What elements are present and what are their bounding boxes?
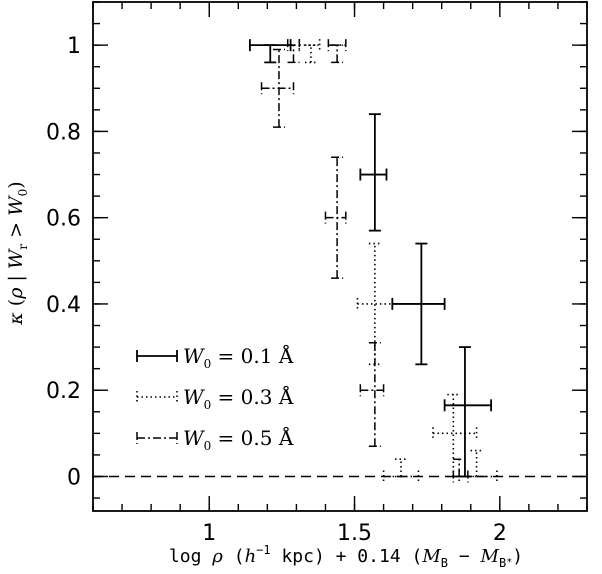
data-point [286, 39, 301, 64]
x-tick-label: 1 [202, 521, 216, 546]
y-tick-label: 0.8 [46, 120, 81, 145]
data-point [443, 346, 493, 478]
y-tick-label: 0.4 [46, 293, 81, 318]
x-tick-labels: 1 1.5 2 [202, 521, 507, 546]
data-point [324, 156, 347, 279]
series-solid [249, 39, 493, 478]
data-point [432, 393, 478, 478]
legend-label: W0 = 0.5 Å [183, 425, 294, 453]
data-point [452, 458, 469, 483]
data-point [260, 48, 295, 128]
legend-label: W0 = 0.1 Å [183, 343, 294, 371]
data-point [249, 39, 292, 64]
y-tick-labels: 0 0.2 0.4 0.6 0.8 1 [46, 34, 81, 490]
y-tick-label: 0 [67, 465, 81, 490]
data-point [359, 342, 385, 448]
legend-item: W0 = 0.5 Å [136, 425, 294, 453]
series-dotted [298, 39, 498, 483]
data-point [391, 242, 446, 366]
series-layer [249, 39, 498, 483]
plot-frame [92, 1, 588, 512]
data-point [327, 39, 347, 64]
legend-item: W0 = 0.3 Å [136, 384, 294, 412]
data-point [382, 458, 420, 483]
tick-layer [92, 1, 588, 511]
legend-item: W0 = 0.1 Å [136, 343, 294, 371]
x-tick-label: 2 [493, 521, 507, 546]
data-point [298, 39, 321, 64]
y-tick-label: 1 [67, 34, 81, 59]
y-axis-title: κ (ρ | Wr > W0) [5, 181, 30, 325]
legend: W0 = 0.1 Å W0 = 0.3 Å W0 = 0.5 Å [136, 343, 294, 453]
series-dashdot [260, 39, 469, 483]
y-tick-label: 0.2 [46, 379, 81, 404]
y-tick-label: 0.6 [46, 207, 81, 232]
x-tick-label: 1.5 [337, 521, 372, 546]
legend-label: W0 = 0.3 Å [183, 384, 294, 412]
data-point [359, 113, 388, 232]
x-axis-title: log ρ (h−1 kpc) + 0.14 (MB − MB*) [169, 543, 523, 570]
